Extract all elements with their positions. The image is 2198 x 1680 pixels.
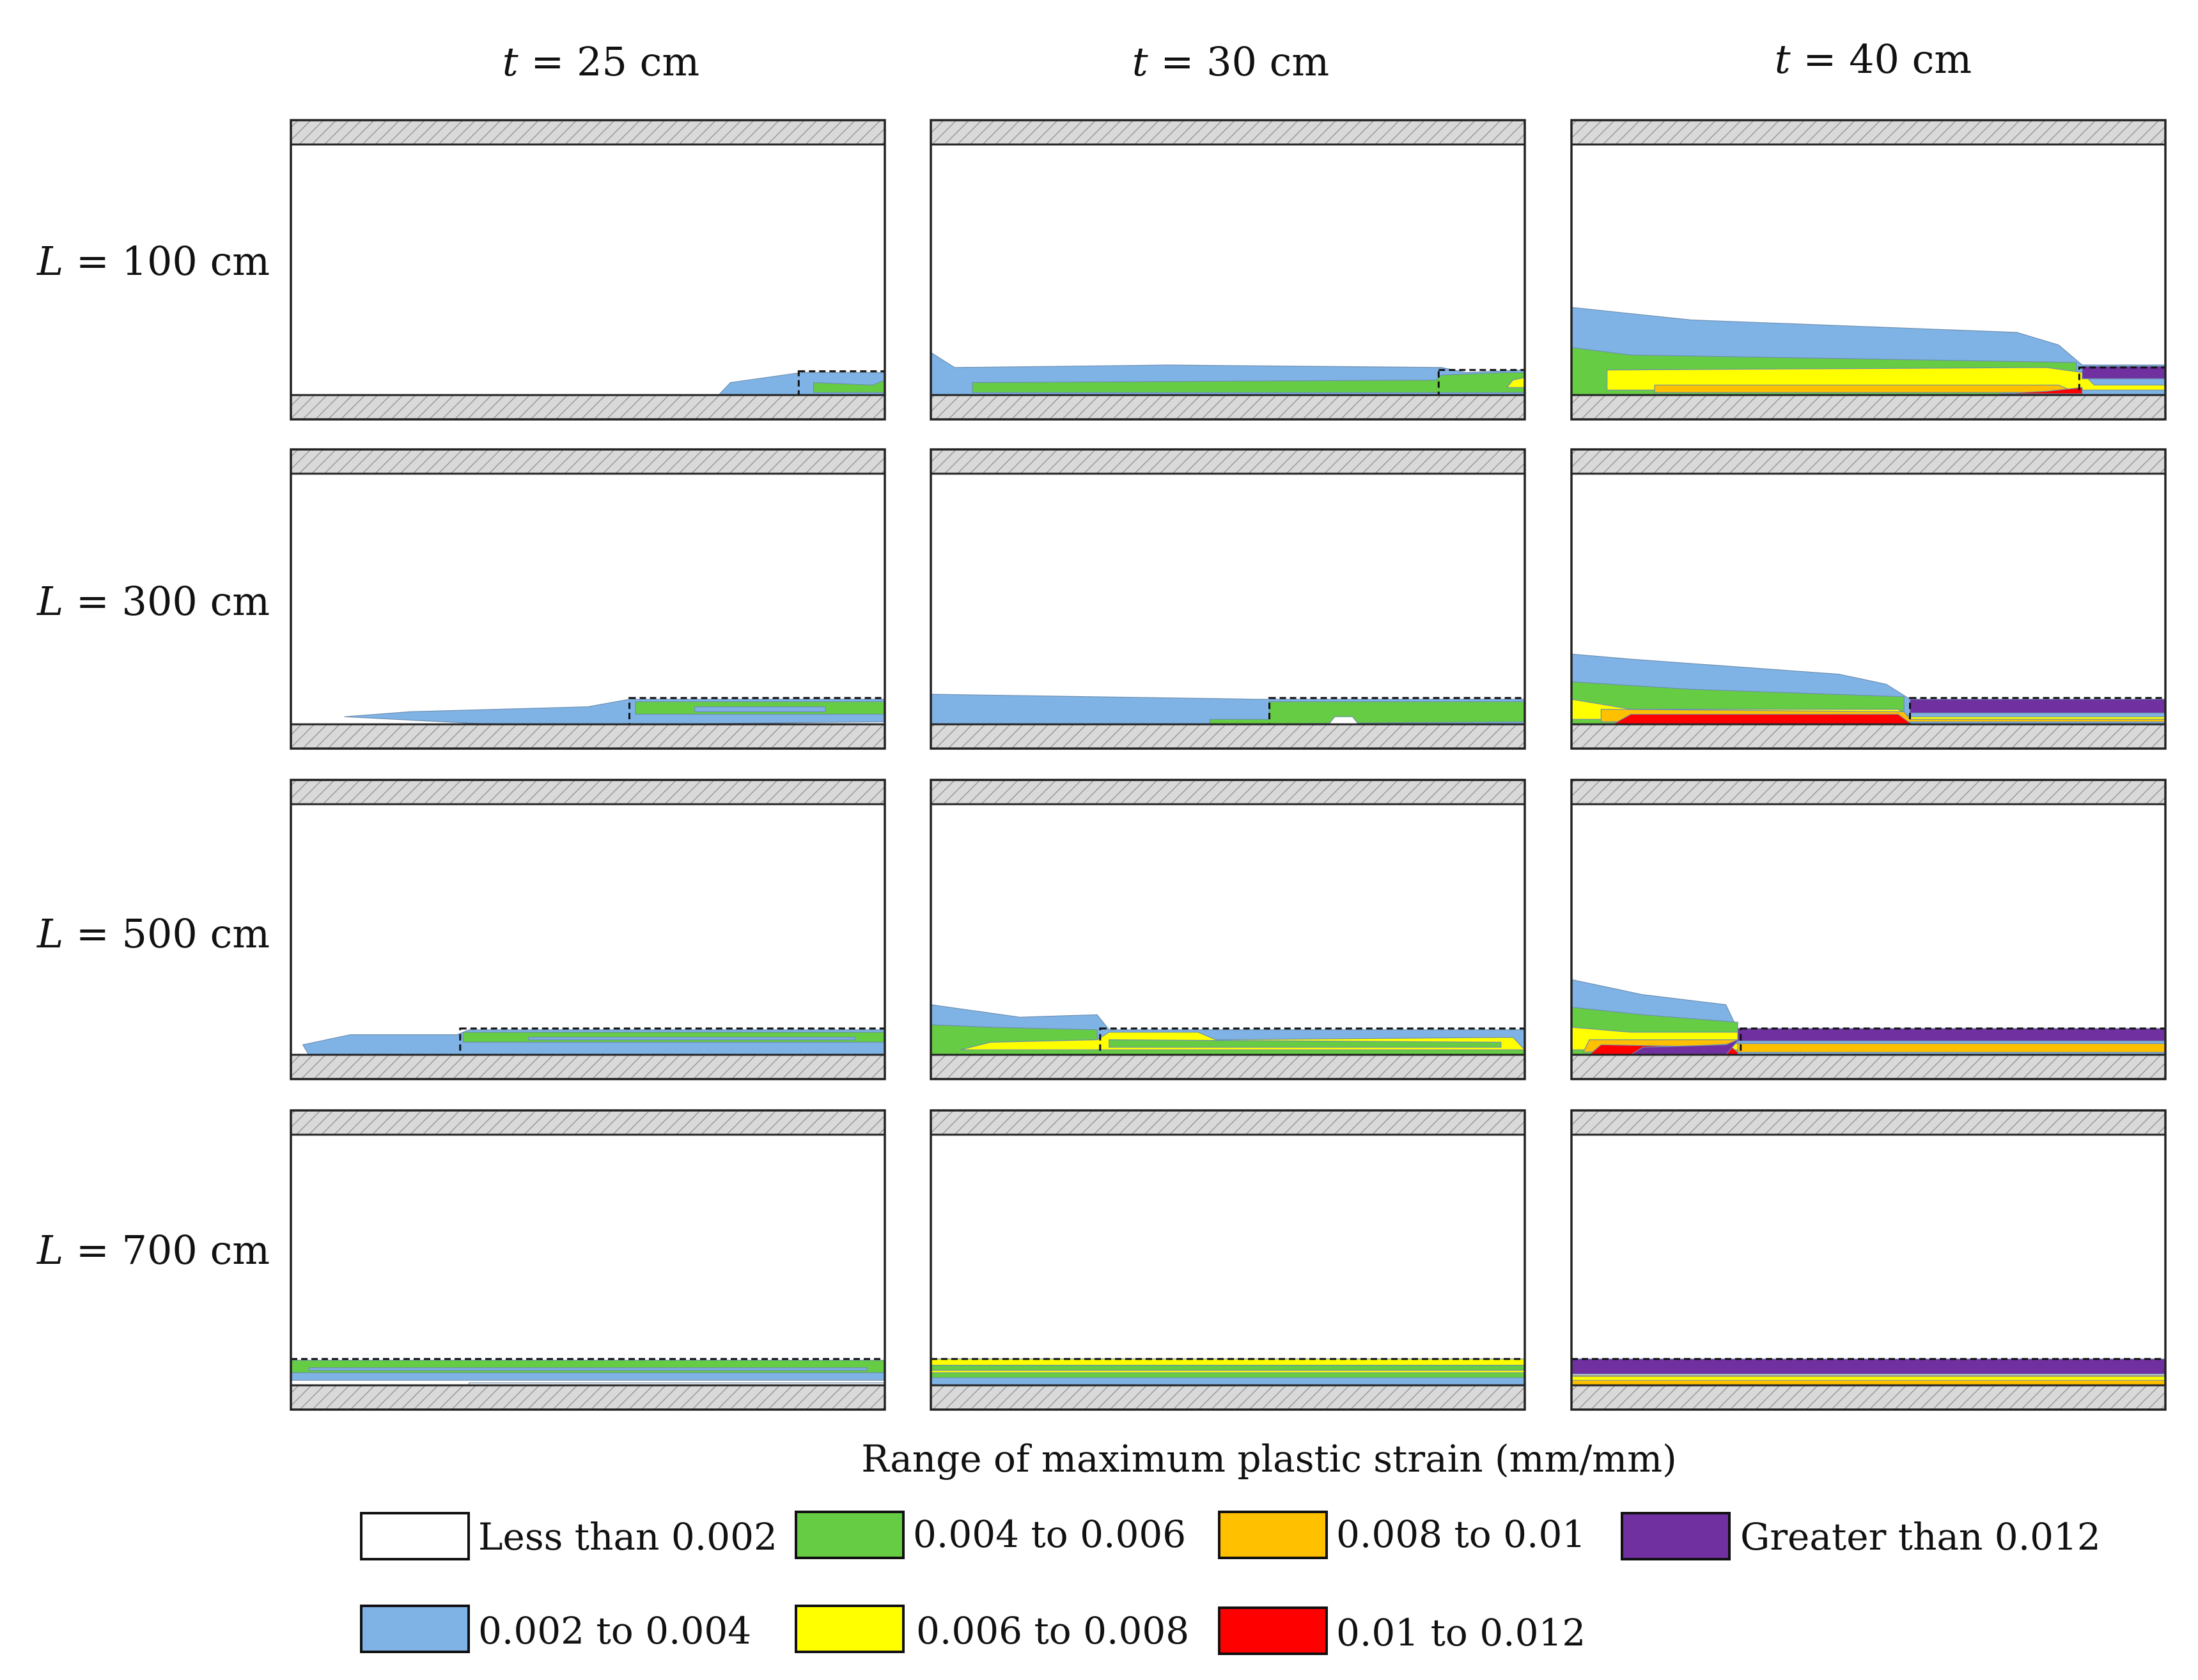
top-plate xyxy=(930,1109,1526,1136)
panel-r2-c2 xyxy=(930,448,1526,750)
top-plate xyxy=(930,448,1526,475)
panel-r3-c1 xyxy=(290,779,886,1080)
row-header-l100: L = 100 cm xyxy=(36,238,270,284)
panel-frame xyxy=(930,1109,1526,1411)
legend-swatch-greater-than-0012 xyxy=(1621,1512,1731,1560)
panel-grid xyxy=(290,119,2167,1411)
bottom-plate xyxy=(930,394,1526,421)
legend: Range of maximum plastic strain (mm/mm) … xyxy=(360,1437,2101,1655)
row-header-l500: L = 500 cm xyxy=(36,910,270,957)
panel-frame xyxy=(290,779,886,1080)
bottom-plate xyxy=(1570,394,2167,421)
top-plate xyxy=(290,448,886,475)
bottom-plate xyxy=(290,1384,886,1411)
top-plate xyxy=(290,119,886,146)
panel-frame xyxy=(1570,1109,2167,1411)
panel-r2-c1 xyxy=(290,448,886,750)
panel-r1-c1 xyxy=(290,119,886,421)
legend-label-0002-0004: 0.002 to 0.004 xyxy=(478,1609,751,1653)
panel-interior xyxy=(931,474,1525,724)
legend-label-0004-0006: 0.004 to 0.006 xyxy=(913,1513,1186,1556)
panel-r4-c2 xyxy=(930,1109,1526,1411)
top-plate xyxy=(290,1109,886,1136)
panel-frame xyxy=(930,119,1526,421)
bottom-plate xyxy=(1570,723,2167,750)
panel-frame xyxy=(290,1109,886,1411)
panel-interior xyxy=(291,144,885,395)
bottom-plate xyxy=(290,723,886,750)
strain-contour-region xyxy=(1109,1039,1502,1048)
panel-frame xyxy=(930,448,1526,750)
legend-swatch-001-0012 xyxy=(1218,1606,1328,1655)
panel-frame xyxy=(1570,119,2167,421)
panel-frame xyxy=(290,448,886,750)
strain-contour-region xyxy=(1582,1039,2166,1053)
strain-contour-region xyxy=(813,379,885,393)
panel-frame xyxy=(1570,779,2167,1080)
legend-title: Range of maximum plastic strain (mm/mm) xyxy=(861,1437,1677,1481)
bottom-plate xyxy=(290,394,886,421)
legend-swatch-0004-0006 xyxy=(795,1511,905,1559)
strain-contour-region xyxy=(1571,1376,2166,1381)
panel-interior xyxy=(931,144,1525,395)
strain-contour-region xyxy=(930,1369,1525,1373)
bottom-plate xyxy=(290,1054,886,1080)
panel-r4-c3 xyxy=(1570,1109,2167,1411)
strain-contour-region xyxy=(1571,1358,2166,1374)
legend-swatch-0006-0008 xyxy=(795,1605,905,1653)
panel-r3-c3 xyxy=(1570,779,2167,1080)
top-plate xyxy=(1570,119,2167,146)
legend-label-greater-than-0012: Greater than 0.012 xyxy=(1740,1515,2101,1559)
column-header-t25: t = 25 cm xyxy=(503,38,699,85)
column-header-t30: t = 30 cm xyxy=(1132,38,1329,85)
strain-contour-region xyxy=(308,1367,868,1371)
panel-frame xyxy=(290,119,886,421)
top-plate xyxy=(1570,448,2167,475)
strain-contour-region xyxy=(1999,387,2083,394)
bottom-plate xyxy=(1570,1054,2167,1080)
panel-frame xyxy=(930,779,1526,1080)
legend-swatch-0008-001 xyxy=(1218,1511,1328,1559)
panel-r2-c3 xyxy=(1570,448,2167,750)
panel-interior xyxy=(931,804,1525,1055)
bottom-plate xyxy=(1570,1384,2167,1411)
panel-frame xyxy=(1570,448,2167,750)
bottom-plate xyxy=(930,1054,1526,1080)
top-plate xyxy=(1570,1109,2167,1136)
strain-contour-region xyxy=(694,706,826,713)
strain-contour-region xyxy=(527,1036,856,1041)
panel-interior xyxy=(1571,1135,2165,1385)
row-header-l700: L = 700 cm xyxy=(36,1227,270,1273)
panel-r3-c2 xyxy=(930,779,1526,1080)
strain-contour-region xyxy=(1654,384,2077,393)
bottom-plate xyxy=(930,1384,1526,1411)
legend-label-0006-0008: 0.006 to 0.008 xyxy=(916,1609,1189,1653)
panel-r1-c3 xyxy=(1570,119,2167,421)
panel-interior xyxy=(291,474,885,724)
top-plate xyxy=(930,779,1526,805)
column-header-t40: t = 40 cm xyxy=(1775,36,1972,82)
top-plate xyxy=(290,779,886,805)
strain-contour-region xyxy=(1909,699,2166,714)
panel-r1-c2 xyxy=(930,119,1526,421)
strain-contour-region xyxy=(290,1360,885,1373)
row-header-l300: L = 300 cm xyxy=(36,578,270,625)
panel-r4-c1 xyxy=(290,1109,886,1411)
legend-swatch-less-than-0002 xyxy=(360,1512,470,1560)
legend-label-0008-001: 0.008 to 0.01 xyxy=(1336,1513,1586,1556)
legend-label-001-0012: 0.01 to 0.012 xyxy=(1336,1611,1586,1654)
top-plate xyxy=(1570,779,2167,805)
strain-contour-region xyxy=(1611,713,1911,725)
bottom-plate xyxy=(930,723,1526,750)
panel-interior xyxy=(931,1135,1525,1385)
legend-label-less-than-0002: Less than 0.002 xyxy=(478,1515,777,1559)
panel-interior xyxy=(291,804,885,1055)
top-plate xyxy=(930,119,1526,146)
panel-interior xyxy=(291,1135,885,1385)
legend-swatch-0002-0004 xyxy=(360,1605,470,1653)
